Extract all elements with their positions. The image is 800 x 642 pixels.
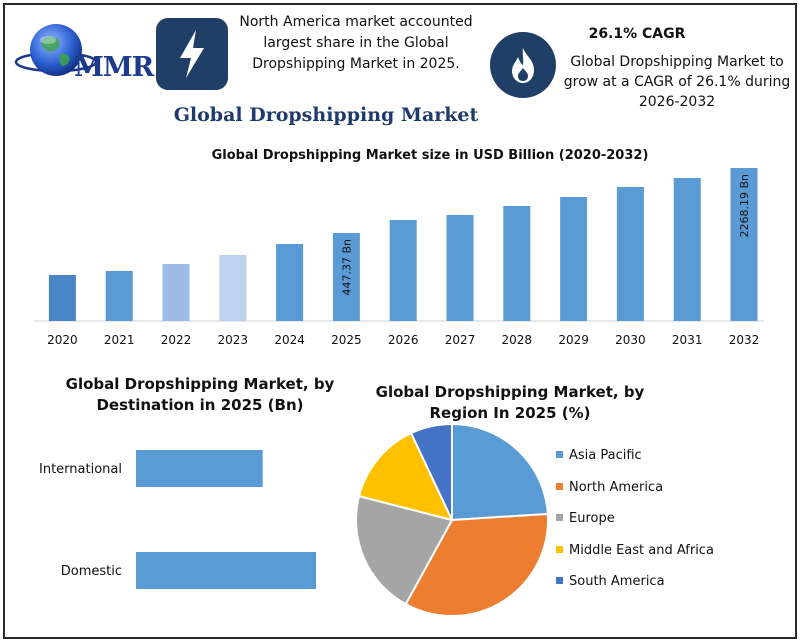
tick-label-2024: 2024 bbox=[274, 333, 305, 347]
legend-swatch bbox=[556, 451, 563, 458]
bar-2026 bbox=[389, 220, 417, 321]
tick-label-2025: 2025 bbox=[331, 333, 362, 347]
cagr-title: 26.1% CAGR bbox=[588, 26, 686, 42]
legend-label: South America bbox=[569, 574, 665, 589]
tick-label-2031: 2031 bbox=[672, 333, 703, 347]
bar-2029 bbox=[560, 197, 588, 321]
legend-swatch bbox=[556, 545, 563, 553]
flame-icon bbox=[512, 48, 534, 83]
slice-europe bbox=[355, 494, 454, 606]
legend-swatch bbox=[556, 482, 563, 490]
bar-2024 bbox=[276, 244, 304, 321]
bar-2023 bbox=[219, 255, 247, 321]
bar-2027 bbox=[446, 215, 474, 321]
legend-item-asia-pacific: Asia Pacific bbox=[556, 448, 642, 466]
data-label-2025: 447.37 Bn bbox=[340, 239, 353, 296]
tick-label-2026: 2026 bbox=[388, 333, 419, 347]
legend-label: Asia Pacific bbox=[569, 448, 642, 463]
legend-item-middle-east-and-africa: Middle East and Africa bbox=[556, 543, 714, 561]
cagr-text: Global Dropshipping Market to grow at a … bbox=[563, 54, 791, 110]
category-label-domestic: Domestic bbox=[61, 564, 122, 579]
logo-text: MMR bbox=[74, 52, 154, 83]
north-america-headline: North America market accounted largest s… bbox=[239, 14, 473, 72]
tick-label-2029: 2029 bbox=[558, 333, 589, 347]
slice-south-america bbox=[409, 422, 453, 521]
market-size-chart-title: Global Dropshipping Market size in USD B… bbox=[211, 148, 649, 163]
tick-label-2021: 2021 bbox=[104, 333, 135, 347]
legend-label: North America bbox=[569, 479, 664, 495]
tick-label-2023: 2023 bbox=[218, 333, 249, 347]
bar-2032 bbox=[730, 168, 758, 321]
tick-label-2020: 2020 bbox=[47, 333, 78, 347]
data-label-2032: 2268.19 Bn bbox=[738, 174, 751, 238]
destination-bar-chart: International Domestic bbox=[39, 450, 316, 589]
lightning-icon bbox=[180, 30, 204, 78]
category-label-international: International bbox=[39, 462, 122, 477]
tick-label-2032: 2032 bbox=[729, 333, 760, 347]
market-size-bar-chart: 2020 2021 2022 2023 2024 2025 2026 2027 2028 2029… bbox=[34, 168, 764, 347]
region-chart-title: Global Dropshipping Market, by Region In… bbox=[375, 383, 645, 422]
bar-2020 bbox=[48, 275, 76, 321]
legend-item-south-america: South America bbox=[556, 574, 665, 592]
mmr-logo: MMR bbox=[12, 14, 154, 84]
infographic-frame bbox=[3, 3, 797, 639]
region-pie-chart bbox=[355, 422, 549, 617]
globe-icon bbox=[14, 24, 98, 76]
tick-label-2022: 2022 bbox=[161, 333, 192, 347]
legend-label: Europe bbox=[569, 511, 615, 526]
bar-2021 bbox=[105, 271, 133, 321]
slice-middle-east-and-africa bbox=[357, 431, 454, 522]
legend-swatch bbox=[556, 577, 563, 584]
bar-2031 bbox=[673, 178, 701, 321]
tick-label-2028: 2028 bbox=[502, 333, 533, 347]
legend-item-north-america: North America bbox=[556, 480, 663, 498]
destination-chart-title: Global Dropshipping Market, by Destinati… bbox=[65, 375, 335, 414]
bar-international bbox=[136, 450, 263, 487]
bar-2030 bbox=[616, 187, 644, 321]
lightning-icon-box bbox=[156, 18, 228, 90]
legend-label: Middle East and Africa bbox=[569, 542, 714, 558]
bar-2028 bbox=[503, 206, 531, 321]
main-title: Global Dropshipping Market bbox=[173, 104, 479, 126]
legend-item-europe: Europe bbox=[556, 511, 615, 529]
bar-domestic bbox=[136, 552, 316, 589]
flame-icon-circle bbox=[490, 32, 556, 98]
slice-asia-pacific bbox=[451, 422, 549, 522]
bar-2022 bbox=[162, 264, 190, 321]
bar-2025 bbox=[332, 233, 360, 321]
tick-label-2027: 2027 bbox=[445, 333, 476, 347]
tick-label-2030: 2030 bbox=[615, 333, 646, 347]
legend-swatch bbox=[556, 514, 563, 521]
